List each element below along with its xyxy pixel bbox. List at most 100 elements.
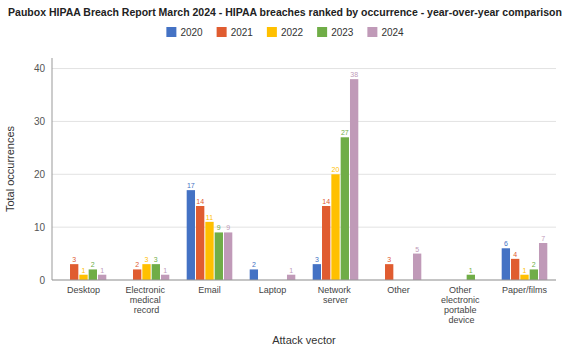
x-tick-label-line: Paper/films [502,285,548,295]
legend-label: 2020 [180,27,203,38]
bar [539,243,547,280]
x-tick-label-line: electronic [441,295,482,305]
data-label: 2 [91,261,95,268]
grid-line [52,121,556,122]
x-tick-label-line: Email [198,285,221,295]
data-label: 1 [82,267,86,274]
bar [142,264,150,280]
data-label: 5 [415,246,419,253]
data-label: 14 [322,198,330,205]
data-label: 7 [541,235,545,242]
bar [385,264,393,280]
y-tick-label: 30 [34,116,46,127]
bar [331,174,339,280]
bar [89,269,97,280]
bar [70,264,78,280]
bar [98,275,106,280]
legend-label: 2022 [281,27,304,38]
x-tick-label: Other electronic portable device [441,285,482,325]
bar [196,206,204,280]
legend-item: 2024 [367,27,404,38]
bar [313,264,321,280]
data-label: 17 [187,182,195,189]
data-label: 11 [206,214,213,221]
legend-item: 2020 [166,27,203,38]
x-tick-label: Paper/films [502,285,548,295]
legend-swatch [267,27,277,37]
bar [467,275,475,280]
bar [161,275,169,280]
x-axis: Desktop Electronic medical record Email Lap… [67,285,548,325]
grid-line [52,174,556,175]
x-tick-label-line: record [134,305,160,315]
bar [152,264,160,280]
data-label: 4 [513,251,517,258]
data-label: 9 [226,224,230,231]
bar [520,275,528,280]
data-label: 3 [315,256,319,263]
y-tick-label: 40 [34,63,46,74]
data-label: 9 [217,224,221,231]
x-tick-label-line: medical [130,295,164,305]
bar [530,269,538,280]
bar [413,254,421,280]
x-axis-line [52,280,556,281]
data-label: 3 [154,256,158,263]
bar [224,232,232,280]
data-label: 2 [135,261,139,268]
legend-item: 2022 [267,27,304,38]
legend-label: 2024 [381,27,404,38]
x-tick-label-line: Network [318,285,354,295]
chart-svg: Paubox HIPAA Breach Report March 2024 - … [0,0,570,352]
data-label: 3 [72,256,76,263]
legend-swatch [367,27,377,37]
bar [187,190,195,280]
bar [205,222,213,280]
x-tick-label-line: server [323,295,348,305]
chart-container: Paubox HIPAA Breach Report March 2024 - … [0,0,570,352]
grid [52,69,556,280]
x-tick-label-line: device [448,315,474,325]
x-tick-label-line: Other [387,285,410,295]
data-label: 38 [350,71,358,78]
y-tick-label: 20 [34,169,46,180]
data-label: 3 [145,256,149,263]
legend-swatch [217,27,227,37]
x-tick-label-line: Laptop [259,285,287,295]
bar [511,259,519,280]
grid-line [52,227,556,228]
data-labels: 17236321414341311201239271211913857 [72,71,545,274]
bar [79,275,87,280]
bar [287,275,295,280]
grid-line [52,280,556,281]
bar [215,232,223,280]
data-label: 3 [387,256,391,263]
data-label: 14 [196,198,204,205]
data-label: 1 [523,267,527,274]
grid-line [52,68,556,69]
data-label: 1 [469,267,473,274]
data-label: 1 [289,267,293,274]
bar [341,137,349,280]
y-axis: 010203040 [34,58,52,286]
data-label: 1 [163,267,167,274]
x-tick-label: Electronic medical record [125,285,167,315]
y-axis-title: Total occurrences [4,125,16,212]
legend: 2020 2021 2022 2023 2024 [166,27,404,38]
data-label: 2 [532,261,536,268]
x-tick-label-line: Electronic [125,285,167,295]
legend-item: 2021 [217,27,254,38]
bar [350,79,358,280]
y-axis-line [52,58,53,280]
x-axis-title: Attack vector [272,334,336,346]
data-label: 6 [504,240,508,247]
x-tick-label: Desktop [67,285,100,295]
bar [502,248,510,280]
y-tick-label: 0 [39,275,45,286]
bars [70,79,547,280]
chart-title: Paubox HIPAA Breach Report March 2024 - … [8,6,562,18]
bar [133,269,141,280]
data-label: 27 [341,129,349,136]
legend-label: 2023 [331,27,354,38]
data-label: 1 [100,267,104,274]
